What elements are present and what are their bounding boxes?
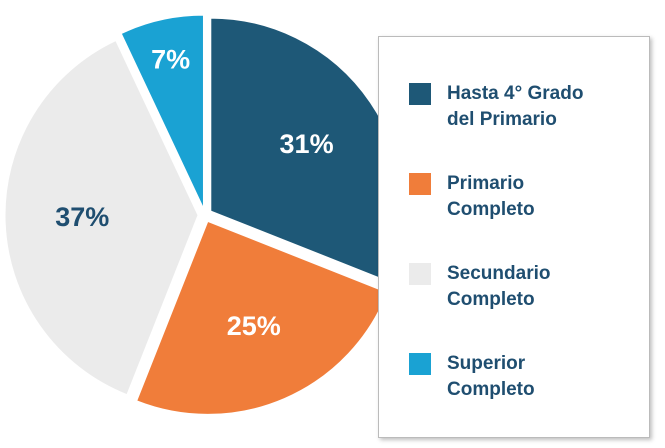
legend-item: Hasta 4° Grado del Primario	[409, 81, 639, 133]
pie-slice	[120, 14, 204, 209]
data-label: 37%	[55, 202, 109, 232]
legend-label: Superior Completo	[447, 353, 535, 400]
legend-swatch	[409, 173, 431, 195]
legend-label: Secundario Completo	[447, 263, 551, 310]
legend-label: Primario Completo	[447, 173, 535, 220]
pie-slice	[4, 39, 199, 396]
data-label: 7%	[151, 44, 190, 74]
data-label: 31%	[280, 129, 334, 159]
data-label: 25%	[227, 311, 281, 341]
legend-label: Hasta 4° Grado del Primario	[447, 83, 584, 130]
legend-swatch	[409, 353, 431, 375]
pie-slice	[136, 220, 388, 415]
legend-item: Superior Completo	[409, 351, 639, 403]
legend-item: Primario Completo	[409, 171, 639, 223]
legend: Hasta 4° Grado del Primario Primario Comp…	[378, 36, 650, 438]
legend-swatch	[409, 83, 431, 105]
legend-item: Secundario Completo	[409, 261, 639, 313]
legend-swatch	[409, 263, 431, 285]
